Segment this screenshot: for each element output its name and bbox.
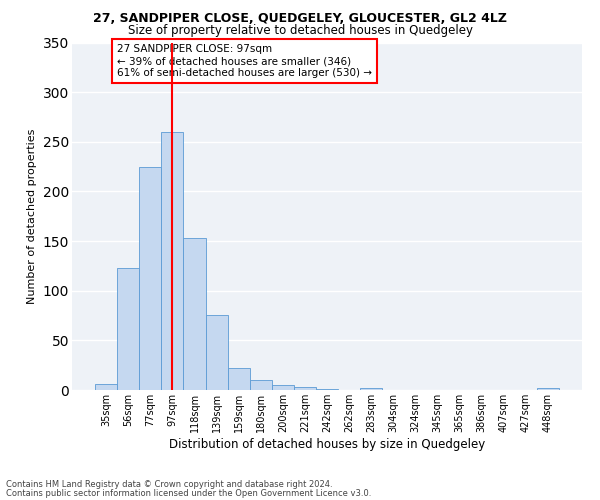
Bar bbox=[227, 368, 250, 390]
Bar bbox=[139, 166, 161, 390]
X-axis label: Distribution of detached houses by size in Quedgeley: Distribution of detached houses by size … bbox=[169, 438, 485, 450]
Y-axis label: Number of detached properties: Number of detached properties bbox=[27, 128, 37, 304]
Bar bbox=[184, 238, 206, 390]
Text: Contains public sector information licensed under the Open Government Licence v3: Contains public sector information licen… bbox=[6, 489, 371, 498]
Bar bbox=[360, 388, 382, 390]
Text: Size of property relative to detached houses in Quedgeley: Size of property relative to detached ho… bbox=[128, 24, 473, 37]
Bar bbox=[272, 385, 294, 390]
Bar bbox=[294, 387, 316, 390]
Bar bbox=[537, 388, 559, 390]
Bar bbox=[117, 268, 139, 390]
Bar bbox=[161, 132, 184, 390]
Bar bbox=[206, 314, 227, 390]
Text: 27, SANDPIPER CLOSE, QUEDGELEY, GLOUCESTER, GL2 4LZ: 27, SANDPIPER CLOSE, QUEDGELEY, GLOUCEST… bbox=[93, 12, 507, 26]
Text: 27 SANDPIPER CLOSE: 97sqm
← 39% of detached houses are smaller (346)
61% of semi: 27 SANDPIPER CLOSE: 97sqm ← 39% of detac… bbox=[117, 44, 372, 78]
Bar bbox=[316, 389, 338, 390]
Bar bbox=[95, 384, 117, 390]
Text: Contains HM Land Registry data © Crown copyright and database right 2024.: Contains HM Land Registry data © Crown c… bbox=[6, 480, 332, 489]
Bar bbox=[250, 380, 272, 390]
